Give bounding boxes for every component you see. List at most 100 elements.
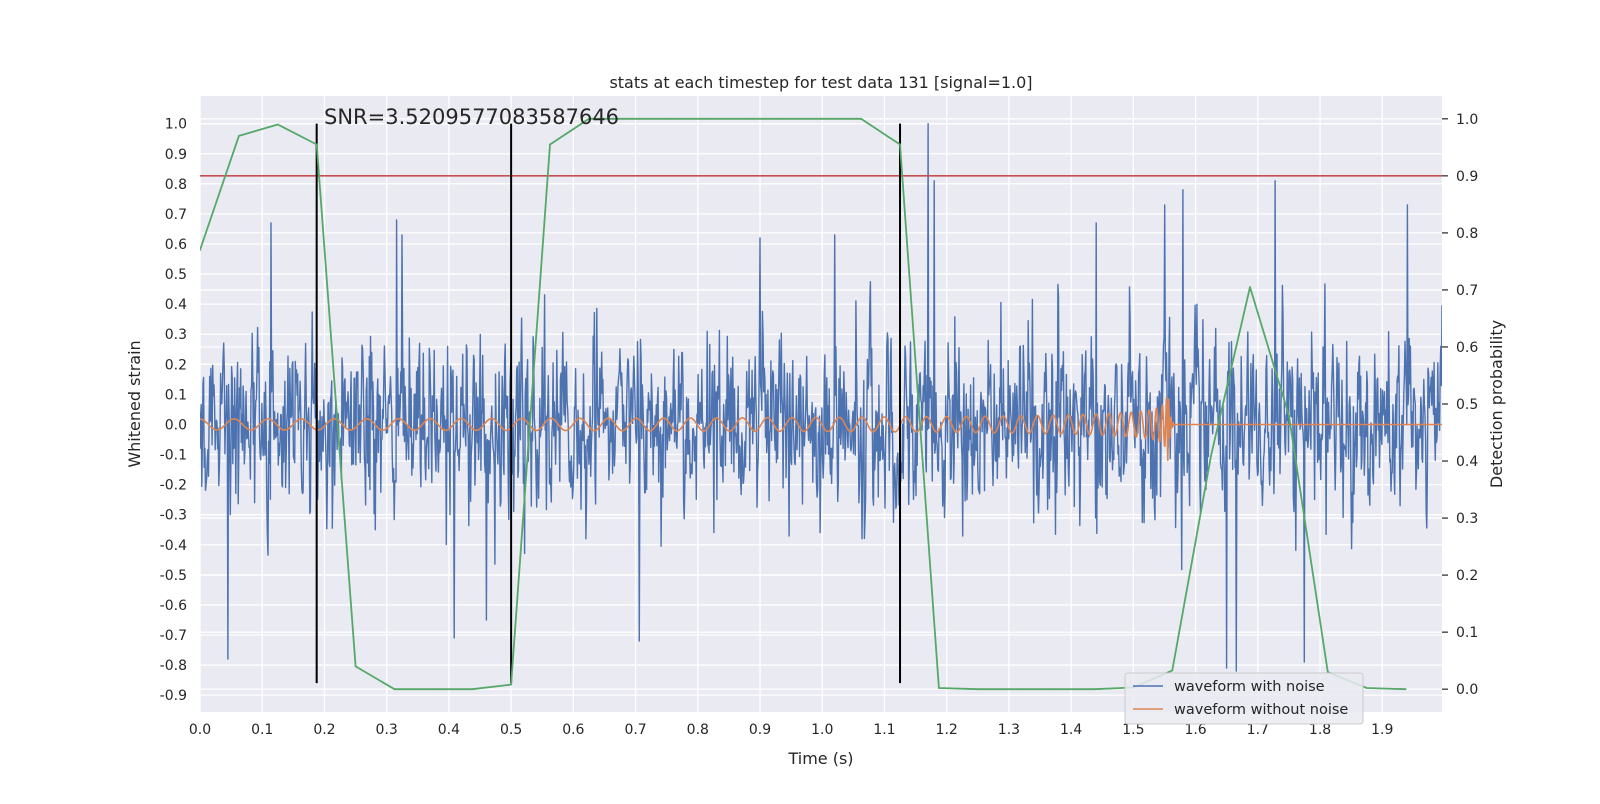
- y-right-tick-label: 0.2: [1456, 568, 1478, 584]
- legend: waveform with noise waveform without noi…: [1124, 672, 1364, 725]
- x-tick-label: 1.4: [1060, 722, 1082, 738]
- x-tick-label: 1.5: [1122, 722, 1144, 738]
- x-tick-label: 1.7: [1247, 722, 1269, 738]
- vertical-markers: [315, 123, 902, 684]
- y-right-tick-label: 0.1: [1456, 625, 1478, 641]
- probability-point: [782, 117, 785, 120]
- y-left-tick-label: -0.7: [160, 628, 187, 644]
- x-tick-label: 0.2: [313, 722, 335, 738]
- probability-point: [549, 143, 551, 146]
- y-left-tick-label: 0.7: [165, 207, 187, 223]
- probability-point: [315, 143, 318, 146]
- probability-point: [588, 117, 590, 120]
- y-right-tick-label: 0.3: [1456, 511, 1478, 527]
- y-left-tick-label: -0.1: [160, 448, 187, 464]
- x-tick-label: 0.0: [189, 722, 211, 738]
- probability-point: [1171, 669, 1174, 672]
- y-left-tick-label: 1.0: [165, 117, 187, 133]
- y-left-tick-label: -0.8: [160, 658, 187, 674]
- chart-title: stats at each timestep for test data 131…: [609, 73, 1032, 92]
- x-tick-label: 1.1: [873, 722, 895, 738]
- x-tick-label: 0.1: [251, 722, 273, 738]
- plot-area: [200, 117, 1442, 691]
- probability-point: [354, 665, 357, 668]
- y-right-tick-label: 0.9: [1456, 169, 1478, 185]
- x-tick-label: 0.3: [376, 722, 398, 738]
- y-left-tick-label: 0.8: [165, 177, 187, 193]
- y-right-ticks: 1.0 0.9 0.8 0.7 0.6 0.5 0.4 0.3 0.2 0.1 0.0: [1442, 112, 1478, 698]
- y-right-tick-label: 0.0: [1456, 682, 1478, 698]
- legend-entry-clean: waveform without noise: [1174, 702, 1348, 718]
- y-left-tick-label: -0.3: [160, 508, 187, 524]
- probability-point: [1210, 454, 1212, 457]
- series-waveform-without-noise: [200, 397, 1442, 462]
- y-axis-left-label: Whitened strain: [125, 340, 144, 467]
- series-detection-probability: [200, 117, 1406, 691]
- x-tick-label: 1.6: [1184, 722, 1206, 738]
- x-tick-label: 0.4: [438, 722, 460, 738]
- probability-points: [200, 117, 1407, 691]
- probability-point: [1015, 688, 1018, 691]
- probability-point: [200, 249, 201, 251]
- probability-point: [393, 688, 396, 691]
- y-left-ticks: 1.0 0.9 0.8 0.7 0.6 0.5 0.4 0.3 0.2 0.1 0.0 -0.1 -0.…: [160, 117, 187, 704]
- probability-point: [1054, 688, 1057, 691]
- x-axis-label: Time (s): [787, 749, 853, 768]
- x-tick-label: 0.7: [624, 722, 646, 738]
- probability-point: [976, 688, 979, 691]
- series-waveform-with-noise: [200, 123, 1442, 672]
- y-left-tick-label: 0.0: [165, 417, 187, 433]
- legend-box: [1124, 672, 1364, 725]
- y-left-tick-label: 0.6: [165, 237, 187, 253]
- y-left-tick-label: 0.5: [165, 267, 187, 283]
- y-left-tick-label: -0.4: [160, 538, 187, 554]
- y-left-tick-label: -0.2: [160, 478, 187, 494]
- y-left-tick-label: -0.6: [160, 598, 187, 614]
- x-tick-label: 0.9: [749, 722, 771, 738]
- x-tick-label: 1.8: [1309, 722, 1331, 738]
- x-tick-label: 1.0: [811, 722, 833, 738]
- y-left-tick-label: -0.9: [160, 688, 187, 704]
- legend-entry-noise: waveform with noise: [1174, 679, 1325, 695]
- x-tick-label: 0.5: [500, 722, 522, 738]
- x-tick-label: 0.8: [687, 722, 709, 738]
- snr-annotation: SNR=3.5209577083587646: [324, 105, 619, 129]
- probability-point: [1365, 687, 1368, 689]
- x-ticks: 0.0 0.1 0.2 0.3 0.4 0.5 0.6 0.7 0.8 0.9 1.0 1.1 1.2 1…: [189, 722, 1394, 738]
- probability-point: [1288, 414, 1290, 417]
- x-tick-label: 1.3: [998, 722, 1020, 738]
- y-right-tick-label: 1.0: [1456, 112, 1478, 128]
- y-right-tick-label: 0.4: [1456, 454, 1478, 470]
- x-tick-label: 1.2: [936, 722, 958, 738]
- y-left-tick-label: 0.1: [165, 387, 187, 403]
- y-right-tick-label: 0.8: [1456, 226, 1478, 242]
- probability-point: [899, 143, 901, 146]
- probability-point: [432, 688, 435, 691]
- y-axis-right-label: Detection probability: [1487, 320, 1506, 488]
- probability-point: [665, 117, 668, 120]
- y-left-tick-label: 0.2: [165, 357, 187, 373]
- probability-point: [743, 117, 746, 120]
- probability-point: [821, 117, 824, 120]
- y-left-tick-label: 0.4: [165, 297, 187, 313]
- y-left-tick-label: 0.9: [165, 147, 187, 163]
- probability-point: [1404, 688, 1407, 691]
- grid: [199, 96, 1442, 712]
- y-right-tick-label: 0.7: [1456, 283, 1478, 299]
- probability-point: [626, 117, 629, 120]
- y-right-tick-label: 0.6: [1456, 340, 1478, 356]
- y-right-tick-label: 0.5: [1456, 397, 1478, 413]
- x-tick-label: 0.6: [562, 722, 584, 738]
- probability-point: [938, 687, 940, 689]
- y-left-tick-label: 0.3: [165, 327, 187, 343]
- probability-point: [704, 117, 707, 120]
- y-left-tick-label: -0.5: [160, 568, 187, 584]
- probability-point: [471, 688, 474, 691]
- probability-point: [238, 135, 240, 137]
- probability-point: [860, 117, 862, 120]
- x-tick-label: 1.9: [1371, 722, 1393, 738]
- probability-point: [510, 683, 512, 686]
- probability-point: [1249, 286, 1251, 288]
